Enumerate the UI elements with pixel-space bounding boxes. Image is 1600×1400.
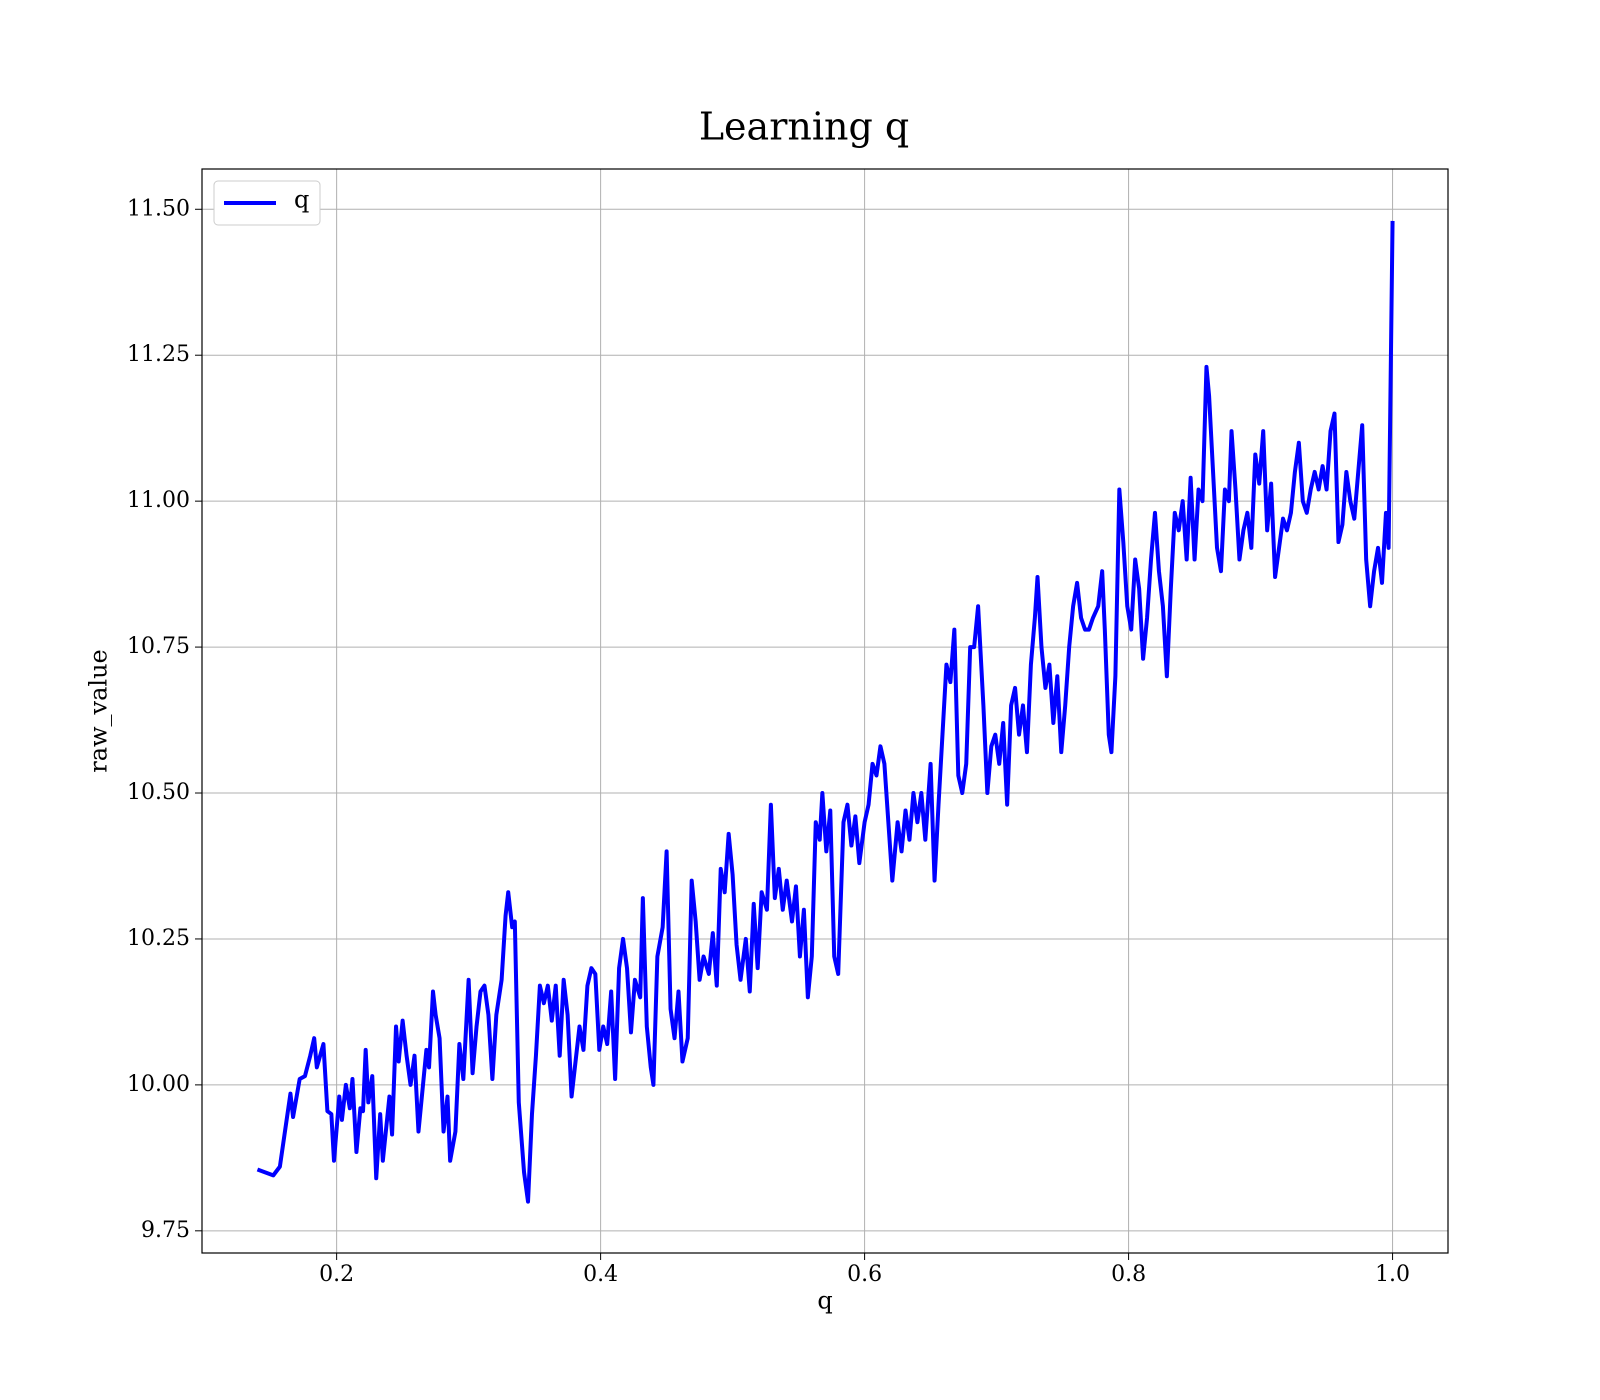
data-line [256, 220, 1395, 1204]
y-tick-label: 10.50 [127, 780, 190, 805]
x-tick-label: 0.4 [583, 1262, 618, 1287]
y-tick-label: 10.75 [127, 634, 190, 659]
x-tick-label: 0.8 [1111, 1262, 1146, 1287]
x-tick-label: 0.6 [847, 1262, 882, 1287]
legend-label: q [294, 186, 309, 214]
x-tick-label: 1.0 [1375, 1262, 1410, 1287]
y-tick-label: 11.00 [127, 488, 190, 513]
x-axis-label: q [817, 1287, 832, 1315]
y-tick-label: 11.25 [127, 342, 190, 367]
y-axis-label: raw_value [85, 649, 113, 773]
y-tick-label: 11.50 [127, 196, 190, 221]
y-tick-label: 9.75 [141, 1218, 190, 1243]
y-tick-label: 10.25 [127, 926, 190, 951]
x-tick-label: 0.2 [319, 1262, 354, 1287]
plot-frame [201, 168, 1449, 1254]
y-tick-label: 10.00 [127, 1072, 190, 1097]
chart-title: Learning q [699, 105, 909, 149]
